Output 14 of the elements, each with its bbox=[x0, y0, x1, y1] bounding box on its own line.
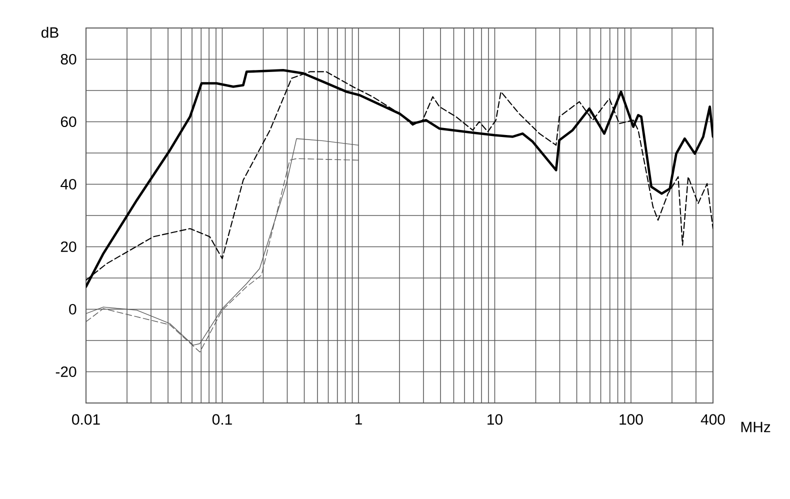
y-tick-label: 80 bbox=[60, 54, 76, 65]
x-tick-label: 0.1 bbox=[212, 414, 232, 425]
y-tick-label: 20 bbox=[60, 241, 76, 252]
y-axis-title: dB bbox=[41, 26, 58, 38]
y-tick-label: 40 bbox=[60, 178, 76, 190]
y-tick-label: -20 bbox=[56, 366, 76, 378]
x-tick-label: 100 bbox=[620, 414, 643, 425]
x-tick-label: 400 bbox=[700, 414, 725, 425]
x-tick-label: 1 bbox=[355, 414, 362, 424]
x-axis-title: MHz bbox=[741, 422, 770, 432]
x-tick-label: 10 bbox=[488, 414, 502, 425]
x-tick-label: 0.01 bbox=[72, 414, 100, 425]
y-tick-label: 0 bbox=[69, 304, 76, 315]
y-tick-label: 60 bbox=[60, 116, 76, 128]
